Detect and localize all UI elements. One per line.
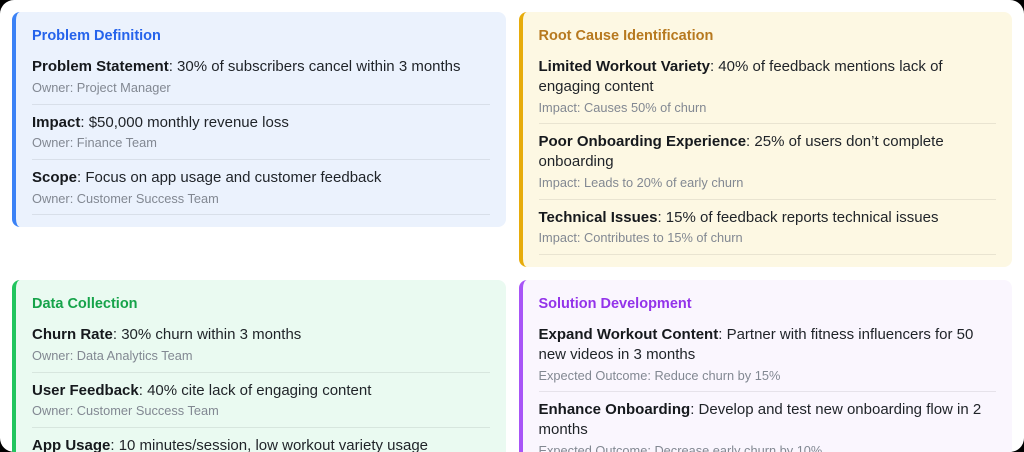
card-item: User Feedback40% cite lack of engaging c… [32,381,490,428]
card-data-collection: Data Collection Churn Rate30% churn with… [12,279,506,452]
card-item: ScopeFocus on app usage and customer fee… [32,168,490,216]
card-item: Impact$50,000 monthly revenue loss Owner… [32,113,490,160]
card-title-solution-development: Solution Development [538,295,692,312]
card-item: App Usage10 minutes/session, low workout… [32,436,490,452]
card-item: Churn Rate30% churn within 3 months Owne… [32,325,490,373]
item-text: Limited Workout Variety40% of feedback m… [539,57,997,97]
card-item: Enhance OnboardingDevelop and test new o… [539,400,997,452]
item-label: Scope [32,169,85,186]
item-text: Expand Workout ContentPartner with fitne… [539,325,997,365]
item-value: 15% of feedback reports technical issues [665,208,939,226]
card-problem-definition: Problem Definition Problem Statement30% … [12,12,506,228]
item-value: Focus on app usage and customer feedback [85,168,382,186]
item-text: ScopeFocus on app usage and customer fee… [32,168,490,188]
item-value: 30% churn within 3 months [121,326,302,344]
item-meta: Owner: Customer Success Team [32,403,219,419]
item-meta: Expected Outcome: Reduce churn by 15% [538,367,781,383]
card-item: Problem Statement30% of subscribers canc… [32,57,490,105]
card-title-problem-definition: Problem Definition [32,28,161,44]
item-text: User Feedback40% cite lack of engaging c… [32,381,490,401]
item-value: 40% cite lack of engaging content [147,381,372,399]
item-value: Partner with fitness influencers for 50 … [538,326,974,363]
item-text: App Usage10 minutes/session, low workout… [32,436,490,452]
card-title-root-cause-identification: Root Cause Identification [538,28,714,44]
card-title-data-collection: Data Collection [32,295,138,312]
card-item: Technical Issues15% of feedback reports … [538,208,997,255]
item-label: Limited Workout Variety [539,58,719,75]
item-label: Poor Onboarding Experience [539,133,755,150]
item-meta: Impact: Leads to 20% of early churn [538,174,744,190]
item-value: 10 minutes/session, low workout variety … [118,436,429,452]
item-label: User Feedback [32,382,147,399]
item-text: Problem Statement30% of subscribers canc… [32,57,490,77]
item-meta: Impact: Contributes to 15% of churn [538,230,743,246]
card-item: Expand Workout ContentPartner with fitne… [538,325,997,393]
item-text: Enhance OnboardingDevelop and test new o… [539,400,997,440]
card-item: Limited Workout Variety40% of feedback m… [538,57,997,125]
item-text: Impact$50,000 monthly revenue loss [32,113,490,133]
item-value: 40% of feedback mentions lack of engagin… [538,58,943,95]
item-meta: Owner: Finance Team [32,135,157,151]
item-label: Impact [32,114,89,131]
item-meta: Owner: Data Analytics Team [32,347,193,363]
item-text: Churn Rate30% churn within 3 months [32,325,490,345]
item-value: $50,000 monthly revenue loss [88,113,289,131]
item-label: Technical Issues [539,209,666,226]
item-label: Expand Workout Content [539,326,727,343]
card-item: Poor Onboarding Experience25% of users d… [538,132,997,200]
item-label: Enhance Onboarding [539,401,699,418]
item-value: 25% of users don’t complete onboarding [538,133,944,171]
item-label: App Usage [32,437,119,452]
item-meta: Owner: Customer Success Team [32,190,219,206]
item-value: 30% of subscribers cancel within 3 month… [177,58,461,76]
item-meta: Expected Outcome: Decrease early churn b… [538,442,823,452]
item-label: Churn Rate [32,326,121,343]
item-label: Problem Statement [32,58,177,75]
item-value: Develop and test new onboarding flow in … [538,401,982,439]
item-text: Poor Onboarding Experience25% of users d… [539,132,997,172]
item-meta: Impact: Causes 50% of churn [538,99,707,115]
card-solution-development: Solution Development Expand Workout Cont… [518,279,1012,452]
item-text: Technical Issues15% of feedback reports … [539,208,997,228]
item-meta: Owner: Project Manager [32,79,171,95]
card-root-cause-identification: Root Cause Identification Limited Workou… [518,12,1012,267]
